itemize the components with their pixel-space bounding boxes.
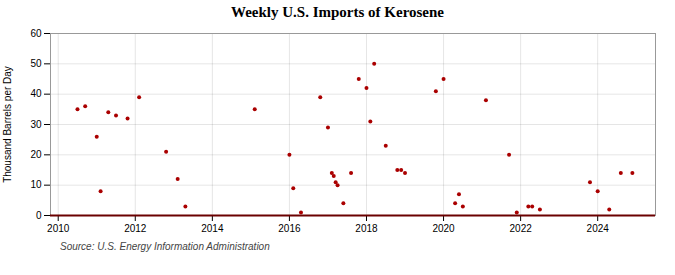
svg-text:20: 20 — [30, 149, 42, 160]
svg-text:10: 10 — [30, 179, 42, 190]
svg-text:Thousand Barrels per Day: Thousand Barrels per Day — [2, 66, 13, 183]
html-text:Source: U.S. Energy Informatio: Source: U.S. Energy Information Administ… — [60, 241, 270, 252]
svg-text:2012: 2012 — [124, 223, 147, 234]
html-text:Weekly U.S. Imports of Kerosen: Weekly U.S. Imports of Kerosene — [231, 4, 444, 20]
svg-text:2022: 2022 — [510, 223, 533, 234]
svg-text:0: 0 — [36, 210, 42, 221]
svg-text:50: 50 — [30, 58, 42, 69]
svg-text:2018: 2018 — [355, 223, 378, 234]
svg-text:2020: 2020 — [432, 223, 455, 234]
svg-text:60: 60 — [30, 28, 42, 39]
svg-text:2010: 2010 — [47, 223, 70, 234]
svg-text:2014: 2014 — [201, 223, 224, 234]
svg-text:2016: 2016 — [278, 223, 301, 234]
svg-text:30: 30 — [30, 119, 42, 130]
svg-text:40: 40 — [30, 88, 42, 99]
svg-text:2024: 2024 — [587, 223, 610, 234]
